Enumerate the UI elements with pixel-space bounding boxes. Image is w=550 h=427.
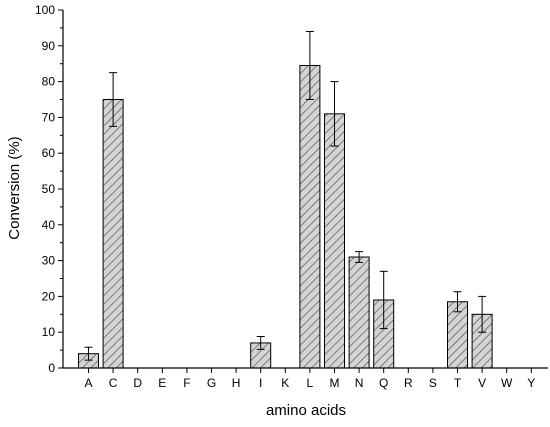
error-bar-I bbox=[256, 335, 265, 350]
x-tick-label-I: I bbox=[259, 376, 262, 390]
x-tick-label-F: F bbox=[183, 376, 190, 390]
y-tick-label-50: 50 bbox=[42, 182, 56, 196]
y-tick-label-30: 30 bbox=[42, 254, 56, 268]
x-tick-label-N: N bbox=[355, 376, 364, 390]
x-tick-label-T: T bbox=[454, 376, 462, 390]
y-tick-label-40: 40 bbox=[42, 218, 56, 232]
y-tick-label-0: 0 bbox=[48, 361, 55, 375]
x-tick-label-R: R bbox=[404, 376, 413, 390]
x-tick-label-M: M bbox=[330, 376, 340, 390]
bar-C bbox=[102, 99, 124, 369]
x-tick-label-Q: Q bbox=[379, 376, 388, 390]
bar-M bbox=[324, 113, 345, 369]
error-bar-N bbox=[355, 251, 364, 263]
bars-layer bbox=[78, 30, 493, 369]
y-tick-label-60: 60 bbox=[42, 146, 56, 160]
error-bar-A bbox=[84, 346, 93, 361]
x-tick-label-K: K bbox=[281, 376, 289, 390]
error-bar-T bbox=[453, 291, 462, 313]
y-tick-label-20: 20 bbox=[42, 289, 56, 303]
x-tick-label-V: V bbox=[478, 376, 486, 390]
error-bar-V bbox=[478, 295, 487, 333]
x-tick-label-D: D bbox=[133, 376, 142, 390]
axes-layer: 0 10 20 30 40 50 60 70 80 90 100 A C D E F G H I K L M N Q R S T V W… bbox=[35, 3, 548, 390]
x-tick-label-W: W bbox=[501, 376, 513, 390]
y-tick-label-70: 70 bbox=[42, 110, 56, 124]
x-tick-label-G: G bbox=[207, 376, 216, 390]
x-tick-label-C: C bbox=[109, 376, 118, 390]
x-axis-title: amino acids bbox=[266, 402, 346, 419]
y-tick-label-90: 90 bbox=[42, 39, 56, 53]
x-tick-label-L: L bbox=[307, 376, 314, 390]
error-bar-Q bbox=[379, 270, 388, 330]
x-tick-label-H: H bbox=[232, 376, 241, 390]
error-bar-C bbox=[109, 72, 118, 127]
bar-N bbox=[348, 256, 370, 369]
y-axis-title: Conversion (%) bbox=[6, 136, 23, 239]
y-tick-label-100: 100 bbox=[35, 3, 55, 17]
y-tick-label-10: 10 bbox=[42, 325, 56, 339]
error-bar-M bbox=[330, 81, 339, 147]
x-tick-label-E: E bbox=[158, 376, 166, 390]
y-tick-label-80: 80 bbox=[42, 75, 56, 89]
bar-L bbox=[299, 64, 321, 369]
error-bar-L bbox=[305, 30, 314, 100]
x-tick-label-S: S bbox=[429, 376, 437, 390]
x-tick-label-A: A bbox=[84, 376, 92, 390]
x-tick-label-Y: Y bbox=[527, 376, 535, 390]
